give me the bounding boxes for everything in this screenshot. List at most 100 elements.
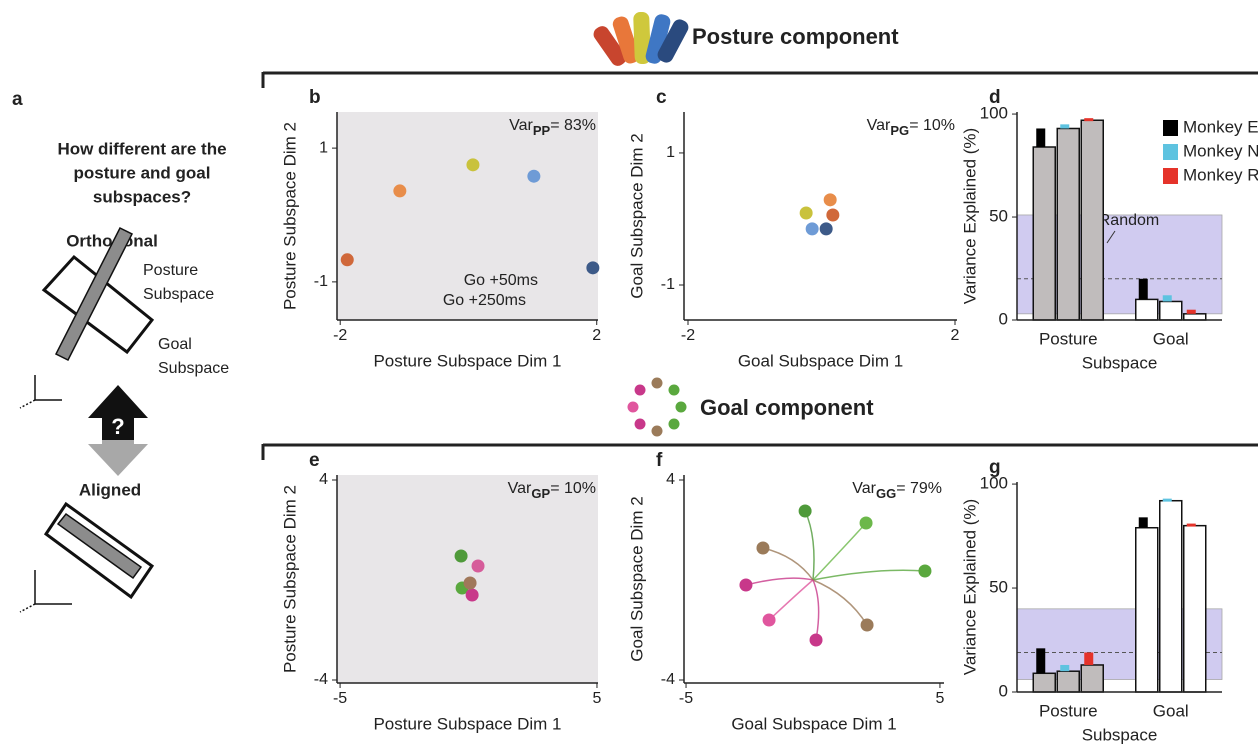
annotation-prefix: Var: [508, 480, 532, 497]
x-tick-label: 2: [592, 327, 601, 344]
point: [527, 170, 540, 183]
annotation-subscript: PP: [533, 123, 551, 138]
y-tick-label: 50: [989, 578, 1008, 597]
range-marker: [1036, 128, 1045, 147]
random-label: Random: [1099, 212, 1159, 229]
question: posture and goal: [74, 163, 211, 182]
point: [466, 589, 479, 602]
posture-icon: [591, 12, 691, 69]
x-tick-label: Goal: [1153, 701, 1189, 720]
y-tick-label: 4: [319, 471, 328, 488]
x-axis-label: Subspace: [1082, 353, 1158, 372]
range-marker: [1084, 652, 1093, 664]
x-axis-label: Posture Subspace Dim 1: [373, 714, 561, 733]
point: [826, 209, 839, 222]
question-mark: ?: [111, 414, 124, 439]
legend-label: Monkey E: [1183, 117, 1258, 136]
variance-annotation: VarGG= 79%: [852, 480, 942, 501]
y-axis-label: Variance Explained (%): [960, 499, 979, 675]
bar: [1033, 673, 1055, 692]
y-tick-label: 50: [989, 207, 1008, 226]
range-marker: [1060, 665, 1069, 671]
y-axis-label: Goal Subspace Dim 2: [627, 133, 646, 298]
annotation-suffix: = 79%: [896, 480, 942, 497]
bar: [1057, 128, 1079, 320]
point: [455, 550, 468, 563]
point: [393, 184, 406, 197]
point: [824, 193, 837, 206]
point: [918, 565, 931, 578]
y-axis-label: Posture Subspace Dim 2: [280, 122, 299, 310]
annotation-suffix: = 83%: [550, 117, 596, 134]
bar: [1136, 299, 1158, 320]
point: [739, 579, 752, 592]
x-tick-label: Posture: [1039, 701, 1098, 720]
annotation-subscript: GG: [876, 486, 896, 501]
legend-swatch: [1163, 144, 1178, 160]
bar: [1033, 147, 1055, 320]
range-marker: [1139, 279, 1148, 300]
y-tick-label: -4: [661, 671, 675, 688]
x-axis-label: Posture Subspace Dim 1: [373, 351, 561, 370]
x-tick-label: -5: [333, 690, 347, 707]
y-axis-label: Goal Subspace Dim 2: [627, 496, 646, 661]
section-title: Posture component: [692, 24, 899, 49]
x-axis-label: Goal Subspace Dim 1: [738, 351, 903, 370]
y-tick-label: 0: [999, 681, 1008, 700]
legend-swatch: [1163, 120, 1178, 136]
axes-icon: [20, 375, 62, 408]
figure: Posture component Goal component a How d…: [0, 0, 1258, 747]
panel-label: g: [989, 457, 1001, 478]
trajectory: [746, 578, 813, 585]
question: How different are the: [57, 139, 226, 158]
arrow-down: [88, 440, 148, 476]
legend-label: Monkey N: [1183, 141, 1258, 160]
range-marker: [1060, 124, 1069, 128]
bar: [1081, 120, 1103, 320]
x-axis-label: Subspace: [1082, 725, 1158, 744]
y-axis-label: Posture Subspace Dim 2: [280, 485, 299, 673]
range-marker: [1163, 295, 1172, 301]
range-marker: [1187, 310, 1196, 314]
annotation-prefix: Var: [509, 117, 533, 134]
x-tick-label: Posture: [1039, 329, 1098, 348]
section-title: Goal component: [700, 395, 874, 420]
y-tick-label: 4: [666, 471, 675, 488]
trajectory: [763, 548, 813, 580]
y-tick-label: -1: [661, 276, 675, 293]
x-tick-label: -2: [333, 327, 347, 344]
annotation-prefix: Var: [852, 480, 876, 497]
y-tick-label: -1: [314, 273, 328, 290]
x-tick-label: 5: [593, 690, 602, 707]
x-axis-label: Goal Subspace Dim 1: [731, 714, 896, 733]
y-tick-label: 1: [319, 139, 328, 156]
point: [861, 619, 874, 632]
bar: [1136, 528, 1158, 692]
time-note: Go +250ms: [443, 292, 526, 309]
aligned-label: Aligned: [79, 480, 141, 499]
range-marker: [1139, 517, 1148, 527]
panel-label: d: [989, 87, 1001, 108]
goal-subspace-label: Goal: [158, 336, 192, 353]
y-tick-label: -4: [314, 671, 328, 688]
x-tick-label: -5: [679, 690, 693, 707]
x-tick-label: Goal: [1153, 329, 1189, 348]
trajectory: [813, 570, 925, 580]
x-tick-label: -2: [681, 327, 695, 344]
range-marker: [1163, 499, 1172, 502]
panel-label: c: [656, 87, 667, 108]
range-marker: [1187, 524, 1196, 527]
annotation-suffix: = 10%: [550, 480, 596, 497]
y-tick-label: 1: [666, 144, 675, 161]
legend-swatch: [1163, 168, 1178, 184]
x-tick-label: 2: [951, 327, 960, 344]
point: [820, 222, 833, 235]
panel-label: a: [12, 89, 23, 110]
posture-subspace-label: Posture: [143, 262, 198, 279]
range-marker: [1036, 648, 1045, 673]
point: [800, 207, 813, 220]
posture-subspace-label: Subspace: [143, 286, 214, 303]
goal-icon: [628, 378, 687, 437]
point: [464, 577, 477, 590]
x-tick-label: 5: [935, 690, 944, 707]
